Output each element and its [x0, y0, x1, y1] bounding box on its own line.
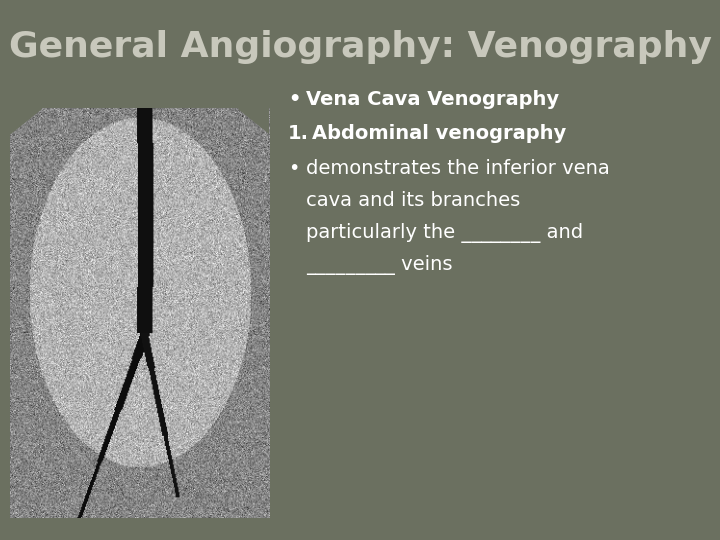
Text: Vena Cava Venography: Vena Cava Venography	[306, 90, 559, 109]
Polygon shape	[10, 108, 41, 133]
Text: General Angiography: Venography: General Angiography: Venography	[9, 30, 711, 64]
Polygon shape	[238, 108, 269, 133]
Text: •: •	[288, 159, 300, 178]
Text: •: •	[288, 90, 300, 109]
Text: particularly the ________ and: particularly the ________ and	[306, 223, 583, 243]
Text: _________ veins: _________ veins	[306, 255, 452, 275]
Text: cava and its branches: cava and its branches	[306, 191, 521, 210]
Text: Abdominal venography: Abdominal venography	[312, 124, 566, 143]
Text: 1.: 1.	[288, 124, 309, 143]
Text: demonstrates the inferior vena: demonstrates the inferior vena	[306, 159, 610, 178]
